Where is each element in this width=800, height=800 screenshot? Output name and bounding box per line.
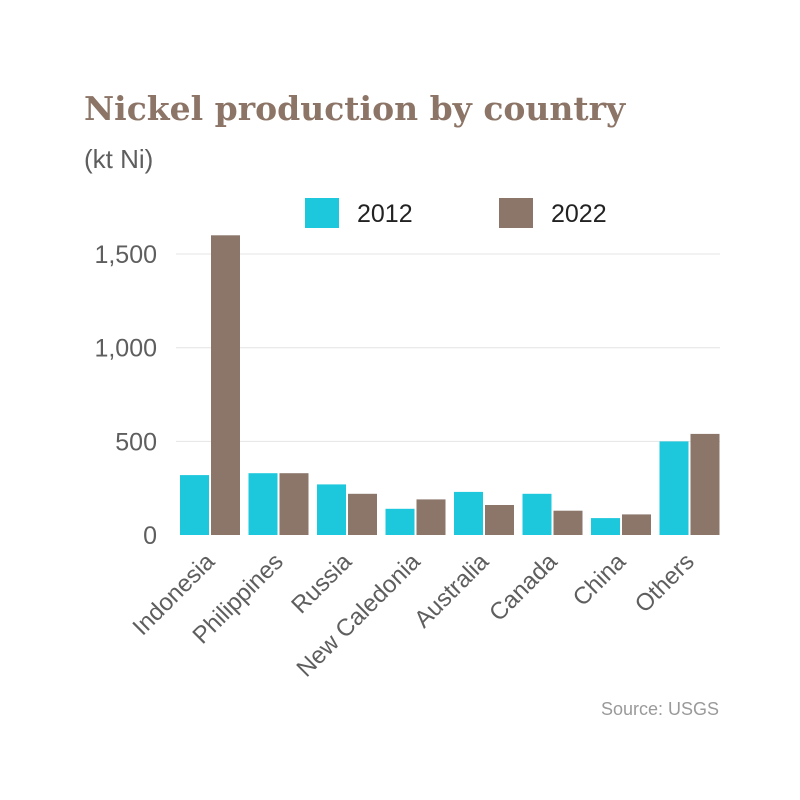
bar-2012-others [659, 441, 689, 535]
y-tick-label: 1,500 [94, 241, 157, 269]
bar-2012-china [591, 518, 620, 535]
gridlines [176, 253, 720, 442]
bar-2022-new-caledonia [416, 499, 446, 535]
chart-subtitle: (kt Ni) [84, 144, 153, 174]
bar-2022-russia [348, 493, 377, 535]
bar-2022-philippines [279, 473, 309, 535]
legend: 2012 2022 [305, 198, 607, 228]
y-tick-label: 500 [115, 428, 157, 456]
legend-label-2012: 2012 [357, 200, 413, 228]
x-tick-label: Others [630, 548, 700, 618]
bar-2022-canada [553, 510, 583, 535]
bars [180, 235, 720, 536]
bar-2012-philippines [248, 473, 278, 535]
y-axis: 0 500 1,000 1,500 [94, 241, 157, 550]
bar-2022-australia [485, 505, 514, 535]
bar-2022-others [690, 433, 720, 535]
bar-2022-indonesia [211, 235, 240, 536]
chart-title: Nickel production by country [84, 89, 626, 128]
x-tick-label: Australia [409, 548, 495, 634]
x-tick-label: New Caledonia [292, 548, 427, 683]
bar-2012-russia [317, 484, 346, 535]
legend-swatch-2012 [305, 198, 339, 228]
legend-swatch-2022 [499, 198, 533, 228]
y-tick-label: 1,000 [94, 335, 157, 363]
legend-label-2022: 2022 [551, 200, 607, 228]
bar-2012-australia [454, 491, 483, 535]
bar-2012-new-caledonia [385, 508, 415, 535]
bar-2012-indonesia [180, 475, 209, 535]
x-tick-label: China [568, 548, 632, 612]
bar-2012-canada [522, 493, 552, 535]
bar-2022-china [622, 514, 651, 535]
x-tick-label: Canada [484, 548, 563, 627]
y-tick-label: 0 [143, 522, 157, 550]
source-note: Source: USGS [601, 699, 719, 719]
